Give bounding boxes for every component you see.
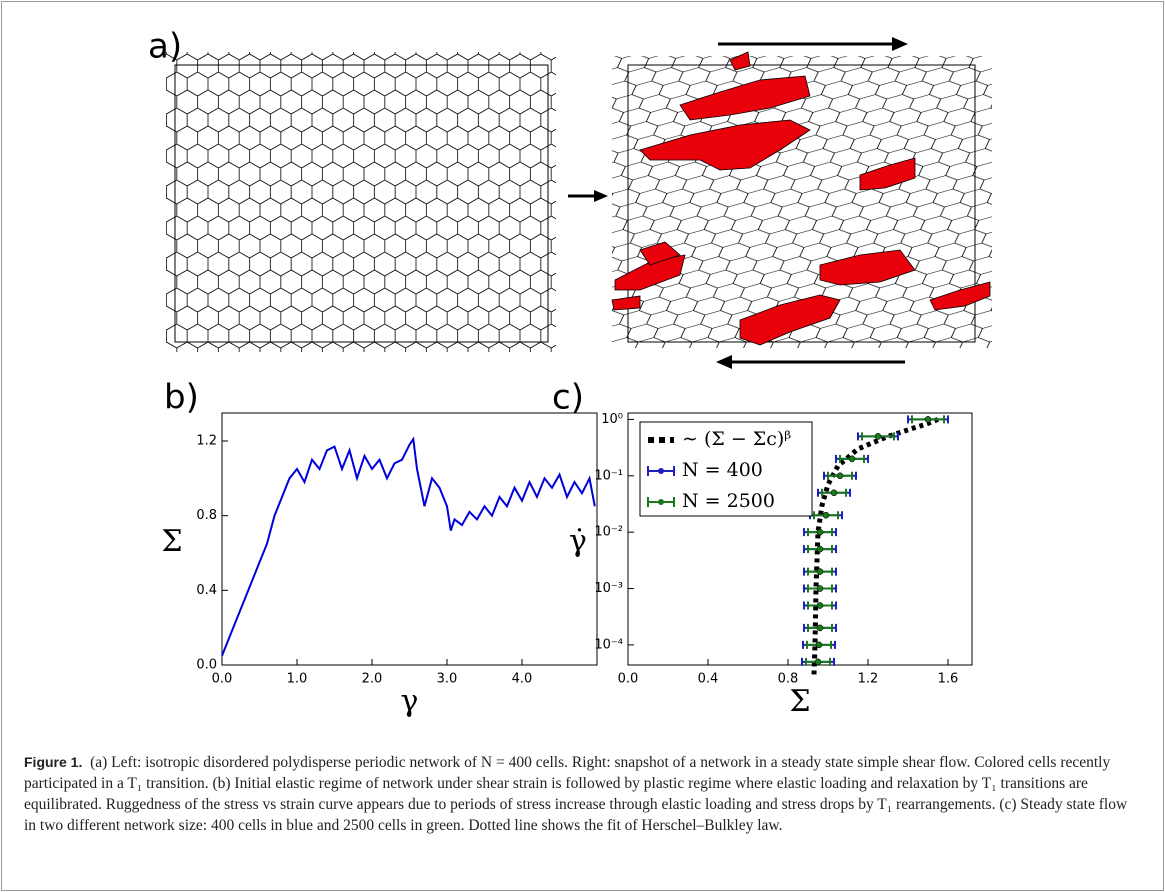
legend-key <box>658 468 664 474</box>
y-tick-label: 1.2 <box>196 434 217 449</box>
x-tick-label: 4.0 <box>512 672 533 687</box>
x-axis-label: Σ <box>789 684 810 719</box>
point <box>816 528 824 536</box>
y-tick-label: 10⁰ <box>601 412 623 427</box>
x-tick-label: 1.0 <box>287 672 308 687</box>
point <box>822 511 830 519</box>
y-tick-label: 0.4 <box>196 583 217 598</box>
point <box>830 489 838 497</box>
x-tick-label: 0.0 <box>212 672 233 687</box>
legend-label: ∼ (Σ − Σc)ᵝ <box>682 428 791 450</box>
point <box>816 602 824 609</box>
x-tick-label: 1.6 <box>938 672 959 687</box>
network-left <box>166 52 556 352</box>
point <box>924 416 932 423</box>
point <box>814 658 822 666</box>
caption-label: Figure 1. <box>24 754 83 770</box>
y-tick-label: 0.8 <box>196 508 217 523</box>
y-axis-label: Σ <box>161 524 182 559</box>
y-tick-label: 10⁻⁴ <box>594 637 623 652</box>
point <box>836 472 844 480</box>
x-tick-label: 0.0 <box>618 672 639 687</box>
arrows <box>568 37 908 369</box>
panel-label: c) <box>552 378 584 418</box>
y-axis-label: γ̇ <box>569 524 587 559</box>
point <box>815 641 823 649</box>
y-tick-label: 10⁻² <box>594 525 623 540</box>
point <box>848 455 856 463</box>
point <box>816 585 824 592</box>
point <box>816 545 824 553</box>
y-tick-label: 10⁻¹ <box>594 468 623 483</box>
y-tick-label: 10⁻³ <box>594 581 623 596</box>
legend-box <box>639 421 813 517</box>
point <box>816 568 824 575</box>
x-tick-label: 0.8 <box>778 672 799 687</box>
caption: Figure 1. (a) Left: isotropic disordered… <box>24 752 1142 836</box>
x-tick-label: 0.4 <box>698 672 719 687</box>
x-tick-label: 3.0 <box>437 672 458 687</box>
y-tick-label: 0.0 <box>196 658 217 673</box>
line <box>221 436 596 657</box>
network-box <box>174 64 549 343</box>
x-tick-label: 2.0 <box>362 672 383 687</box>
network-box <box>627 64 976 343</box>
plot-frame <box>221 412 598 666</box>
point <box>816 624 824 632</box>
plot-frame <box>627 412 973 666</box>
panel-label: b) <box>164 378 199 418</box>
x-axis-label: γ <box>401 684 419 719</box>
t1-cells <box>611 51 991 346</box>
point <box>874 433 882 440</box>
caption-text: (a) Left: isotropic disordered polydispe… <box>24 754 1128 834</box>
fit-line <box>811 417 939 675</box>
legend-key <box>658 499 664 505</box>
legend-label: N = 400 <box>682 459 763 481</box>
legend-label: N = 2500 <box>682 490 775 512</box>
x-tick-label: 1.2 <box>858 672 879 687</box>
